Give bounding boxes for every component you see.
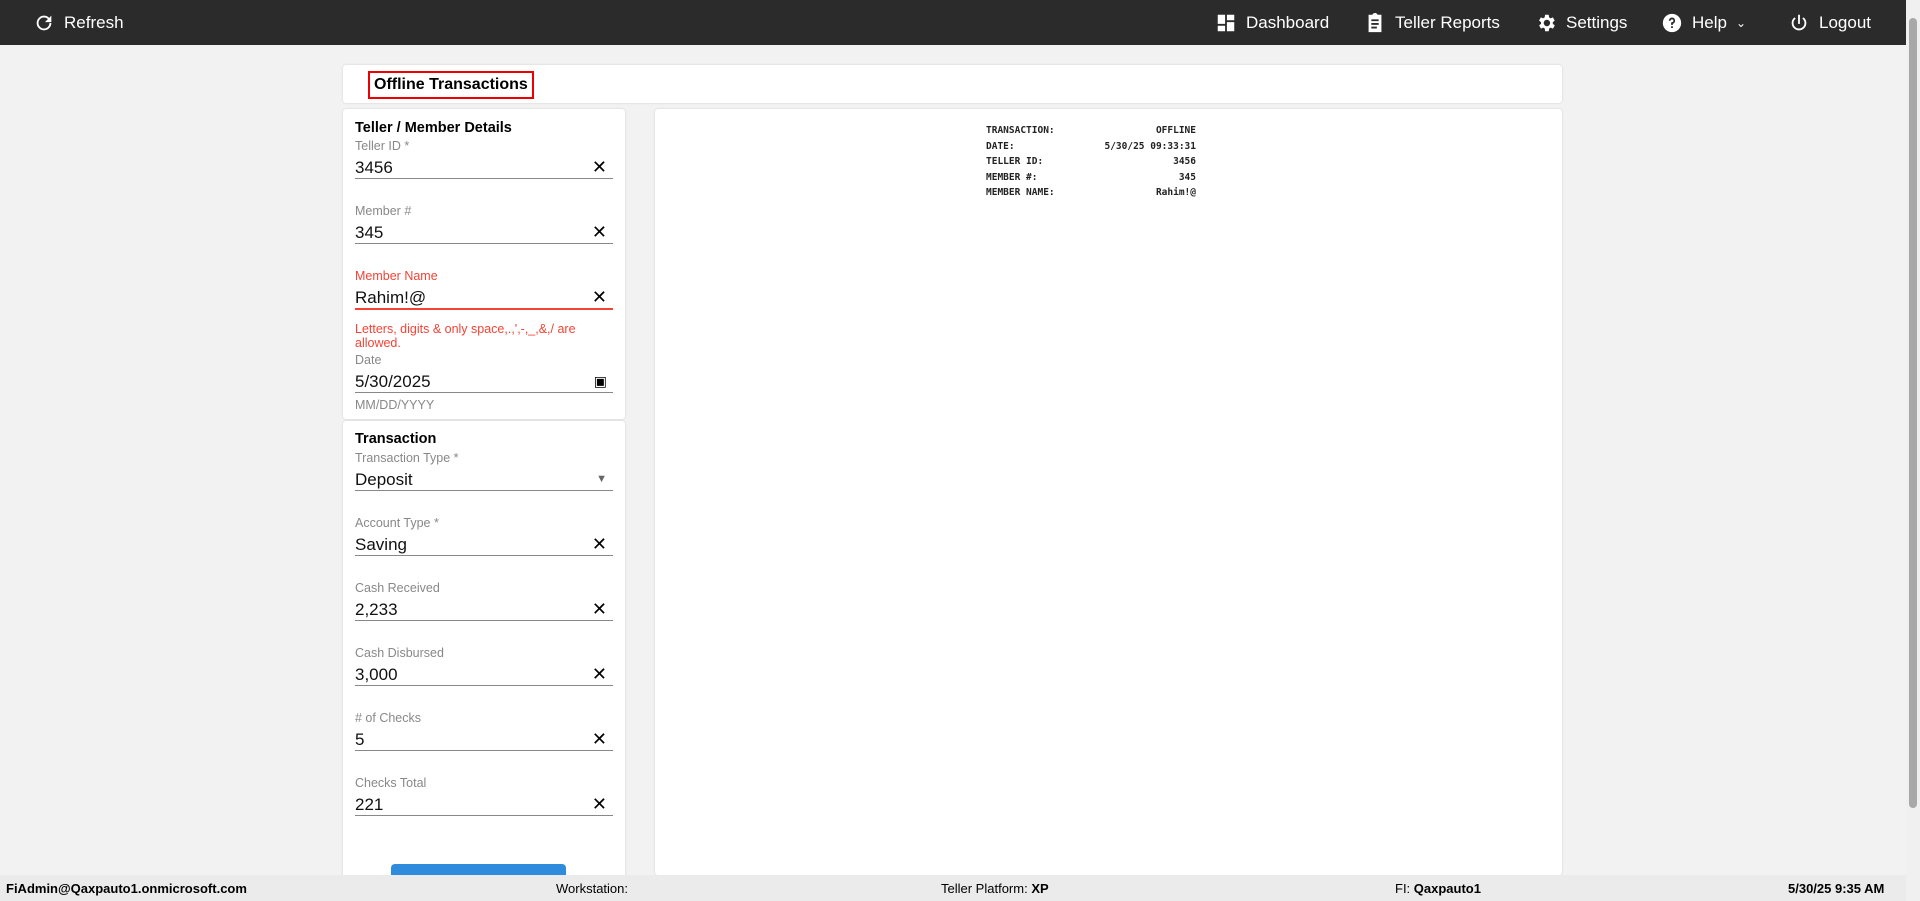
member-name-field[interactable]: Member Name Rahim!@ ✕ [355, 269, 613, 310]
footer-datetime: 5/30/25 9:35 AM [1788, 881, 1885, 896]
receipt-value: 5/30/25 09:33:31 [1104, 140, 1196, 152]
calendar-icon[interactable]: ▣ [593, 373, 607, 389]
field-value[interactable]: 5/30/2025 [355, 372, 431, 391]
fi-value: Qaxpauto1 [1413, 881, 1481, 896]
receipt-value: 345 [1178, 171, 1196, 183]
clear-icon[interactable]: ✕ [591, 794, 607, 814]
receipt-preview-panel [655, 109, 1562, 875]
field-label: Cash Received [355, 581, 440, 595]
help-icon [1662, 13, 1682, 32]
refresh-button[interactable]: Refresh [33, 0, 124, 45]
field-value[interactable]: Rahim!@ [355, 288, 427, 307]
platform-value: XP [1031, 881, 1049, 896]
scrollbar-thumb[interactable] [1909, 18, 1917, 808]
chevron-down-icon: ⌄ [1735, 15, 1747, 30]
transaction-field[interactable]: Transaction Type * Deposit ▼ [355, 451, 613, 491]
receipt-value: OFFLINE [1155, 125, 1196, 136]
gear-icon [1539, 14, 1555, 31]
transaction-field[interactable]: Checks Total 221 ✕ [355, 776, 613, 816]
top-bar: Refresh Dashboard Teller Reports Setting… [0, 0, 1906, 45]
field-value[interactable]: 3456 [355, 158, 393, 177]
receipt-line: MEMBER NAME: Rahim!@ [986, 185, 1196, 201]
field-label: Cash Disbursed [355, 646, 444, 660]
scrollbar[interactable] [1906, 0, 1920, 901]
workstation-label: Workstation: [556, 881, 629, 896]
receipt-line: DATE: 5/30/25 09:33:31 [986, 139, 1196, 155]
status-bar: FiAdmin@Qaxpauto1.onmicrosoft.com Workst… [0, 875, 1906, 901]
receipt-key: TRANSACTION: [986, 125, 1055, 136]
field-value[interactable]: 221 [355, 795, 384, 814]
field-value[interactable]: 5 [355, 730, 365, 749]
transaction-field[interactable]: Cash Received 2,233 ✕ [355, 581, 613, 621]
settings-button[interactable]: Settings [1535, 0, 1627, 45]
field-label: # of Checks [355, 711, 422, 725]
platform-label: Teller Platform: [941, 881, 1028, 896]
teller-reports-label: Teller Reports [1395, 12, 1500, 32]
member-details-panel [343, 109, 625, 419]
submit-button[interactable] [391, 864, 566, 875]
settings-label: Settings [1566, 12, 1628, 32]
member-number-field[interactable]: Member # 345 ✕ [355, 204, 613, 244]
transaction-field[interactable]: # of Checks 5 ✕ [355, 711, 613, 751]
refresh-icon [36, 15, 52, 30]
help-label: Help [1692, 12, 1727, 32]
clear-icon[interactable]: ✕ [591, 222, 607, 242]
dashboard-button[interactable]: Dashboard [1215, 0, 1329, 45]
receipt-key: MEMBER NAME: [986, 187, 1055, 198]
member-section-title: Teller / Member Details [355, 120, 512, 136]
page-title: Offline Transactions [368, 71, 534, 99]
user-email: FiAdmin@Qaxpauto1.onmicrosoft.com [6, 881, 247, 896]
teller-id-field[interactable]: Teller ID * 3456 ✕ [355, 139, 613, 179]
receipt-line: TELLER ID: 3456 [986, 154, 1196, 170]
dashboard-label: Dashboard [1246, 12, 1330, 32]
receipt-value: Rahim!@ [1155, 187, 1196, 198]
receipt-key: DATE: [986, 140, 1015, 152]
teller-reports-button[interactable]: Teller Reports [1364, 0, 1500, 45]
dashboard-icon [1217, 14, 1235, 31]
field-label: Date [355, 353, 382, 367]
member-name-error: Letters, digits & only space,.,',-,_,&,/… [355, 322, 576, 350]
transaction-field[interactable]: Cash Disbursed 3,000 ✕ [355, 646, 613, 686]
receipt-line: MEMBER #: 345 [986, 170, 1196, 186]
transaction-section-title: Transaction [355, 431, 437, 447]
field-value[interactable]: 345 [355, 223, 384, 242]
clear-icon[interactable]: ✕ [591, 729, 607, 749]
clear-icon[interactable]: ✕ [591, 534, 607, 554]
field-label: Teller ID * [355, 139, 410, 153]
receipt-value: 3456 [1173, 156, 1196, 167]
clear-icon[interactable]: ✕ [591, 664, 607, 684]
clipboard-icon [1368, 12, 1382, 32]
power-icon [1791, 14, 1807, 30]
receipt-line: TRANSACTION: OFFLINE [986, 123, 1196, 139]
clear-icon[interactable]: ✕ [591, 599, 607, 619]
logout-label: Logout [1819, 12, 1871, 32]
refresh-label: Refresh [64, 12, 124, 32]
field-label: Member # [355, 204, 412, 218]
date-field[interactable]: Date 5/30/2025 ▣ [355, 353, 613, 393]
dropdown-arrow-icon[interactable]: ▼ [596, 473, 607, 485]
title-card [343, 65, 1562, 103]
receipt-key: TELLER ID: [986, 156, 1044, 167]
clear-icon[interactable]: ✕ [591, 157, 607, 177]
field-value[interactable]: 3,000 [355, 665, 398, 684]
transaction-panel [343, 421, 625, 891]
transaction-field[interactable]: Account Type * Saving ✕ [355, 516, 613, 556]
fi-label: FI: [1395, 881, 1411, 896]
field-label: Account Type * [355, 516, 439, 530]
date-format-hint: MM/DD/YYYY [355, 398, 435, 412]
receipt-preview: TRANSACTION: OFFLINE DATE: 5/30/25 09:33:31… [986, 123, 1196, 201]
field-value[interactable]: 2,233 [355, 600, 398, 619]
help-button[interactable]: Help ⌄ [1661, 0, 1746, 45]
field-label: Transaction Type * [355, 451, 459, 465]
clear-icon[interactable]: ✕ [591, 287, 607, 307]
field-value[interactable]: Saving [355, 535, 407, 554]
logout-button[interactable]: Logout [1788, 0, 1871, 45]
field-label: Member Name [355, 269, 438, 283]
field-label: Checks Total [355, 776, 427, 790]
field-value[interactable]: Deposit [355, 470, 413, 489]
receipt-key: MEMBER #: [986, 171, 1038, 183]
